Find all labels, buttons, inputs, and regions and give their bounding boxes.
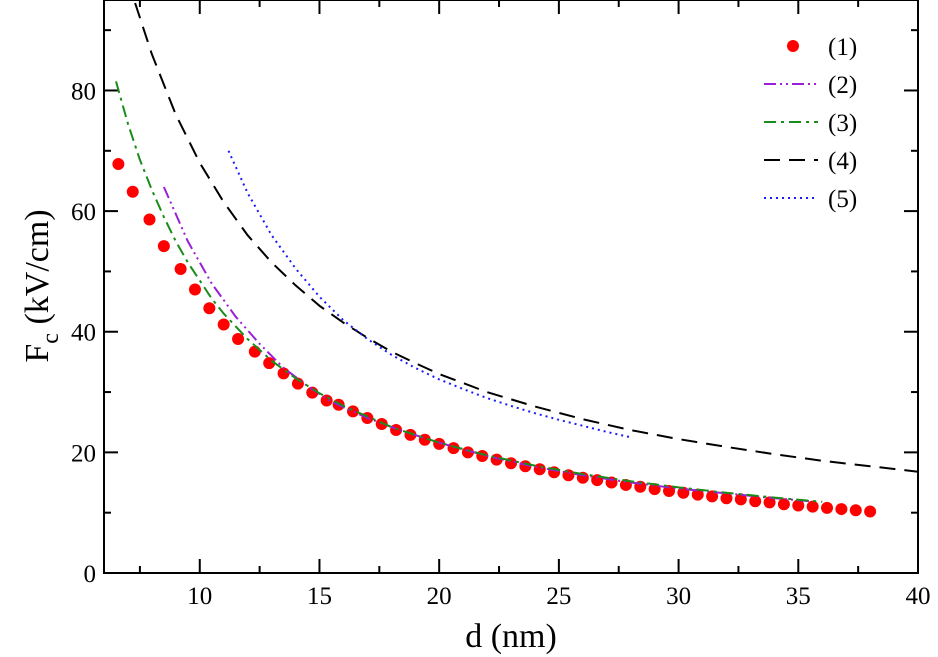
data-point bbox=[734, 493, 747, 506]
series-line-4 bbox=[134, 2, 919, 473]
x-tick-label: 30 bbox=[666, 583, 691, 610]
legend-label: (3) bbox=[828, 110, 857, 137]
y-tick-label: 60 bbox=[71, 199, 96, 226]
legend-item: (4) bbox=[764, 148, 857, 175]
y-tick-label: 0 bbox=[84, 561, 97, 588]
y-tick-label: 80 bbox=[71, 78, 96, 105]
data-point bbox=[706, 490, 719, 503]
series-line-3 bbox=[115, 81, 823, 503]
data-point bbox=[112, 158, 125, 171]
x-tick-label: 25 bbox=[546, 583, 571, 610]
data-point bbox=[792, 499, 805, 512]
data-point bbox=[749, 495, 762, 508]
data-point bbox=[720, 492, 733, 505]
data-point bbox=[691, 488, 704, 501]
x-tick-label: 10 bbox=[187, 583, 212, 610]
y-axis-title: Fc (kV/cm) bbox=[19, 209, 64, 362]
data-point bbox=[375, 418, 388, 431]
x-tick-label: 15 bbox=[307, 583, 332, 610]
legend: (1) (2) (3) (4) (5) bbox=[764, 34, 857, 213]
data-point bbox=[157, 240, 170, 253]
x-tick-label: 20 bbox=[427, 583, 452, 610]
legend-label: (1) bbox=[828, 34, 857, 61]
data-point bbox=[821, 501, 834, 514]
data-point bbox=[203, 302, 216, 315]
y-axis-title-rest: (kV/cm) bbox=[19, 209, 56, 333]
x-tick-label: 40 bbox=[906, 583, 931, 610]
y-tick-label: 40 bbox=[71, 320, 96, 347]
legend-item: (3) bbox=[764, 110, 857, 137]
series-line-2 bbox=[162, 186, 811, 503]
data-point bbox=[232, 332, 245, 345]
tick-labels: 10 15 20 25 30 35 40 0 20 40 60 80 bbox=[71, 78, 931, 610]
data-point bbox=[777, 498, 790, 511]
legend-label: (4) bbox=[828, 148, 857, 175]
data-point bbox=[346, 405, 359, 418]
plot-frame bbox=[103, 0, 919, 574]
legend-marker bbox=[787, 40, 799, 52]
data-point bbox=[188, 283, 201, 296]
data-point bbox=[277, 367, 290, 380]
data-point bbox=[447, 442, 460, 455]
legend-item: (1) bbox=[787, 34, 857, 61]
x-tick-label: 35 bbox=[786, 583, 811, 610]
data-point bbox=[461, 446, 474, 459]
y-axis-title-subscript: c bbox=[38, 333, 64, 344]
legend-item: (2) bbox=[764, 72, 857, 99]
data-point bbox=[217, 318, 230, 331]
legend-item: (5) bbox=[764, 186, 857, 213]
legend-label: (5) bbox=[828, 186, 857, 213]
series-layer bbox=[112, 2, 919, 518]
series-line-5 bbox=[227, 150, 631, 439]
legend-label: (2) bbox=[828, 72, 857, 99]
data-point bbox=[248, 345, 261, 358]
data-point bbox=[143, 213, 156, 226]
data-point bbox=[320, 394, 333, 407]
data-point bbox=[864, 505, 877, 518]
y-axis-title-main: F bbox=[19, 344, 56, 363]
data-point bbox=[849, 504, 862, 517]
x-axis-title: d (nm) bbox=[465, 618, 557, 655]
data-point bbox=[806, 500, 819, 513]
data-point bbox=[562, 469, 575, 482]
y-tick-label: 20 bbox=[71, 440, 96, 467]
series-markers-1 bbox=[112, 158, 877, 518]
data-point bbox=[835, 503, 848, 516]
data-point bbox=[763, 496, 776, 509]
axes-ticks bbox=[104, 0, 919, 574]
data-point bbox=[174, 263, 187, 276]
data-point bbox=[126, 185, 139, 198]
